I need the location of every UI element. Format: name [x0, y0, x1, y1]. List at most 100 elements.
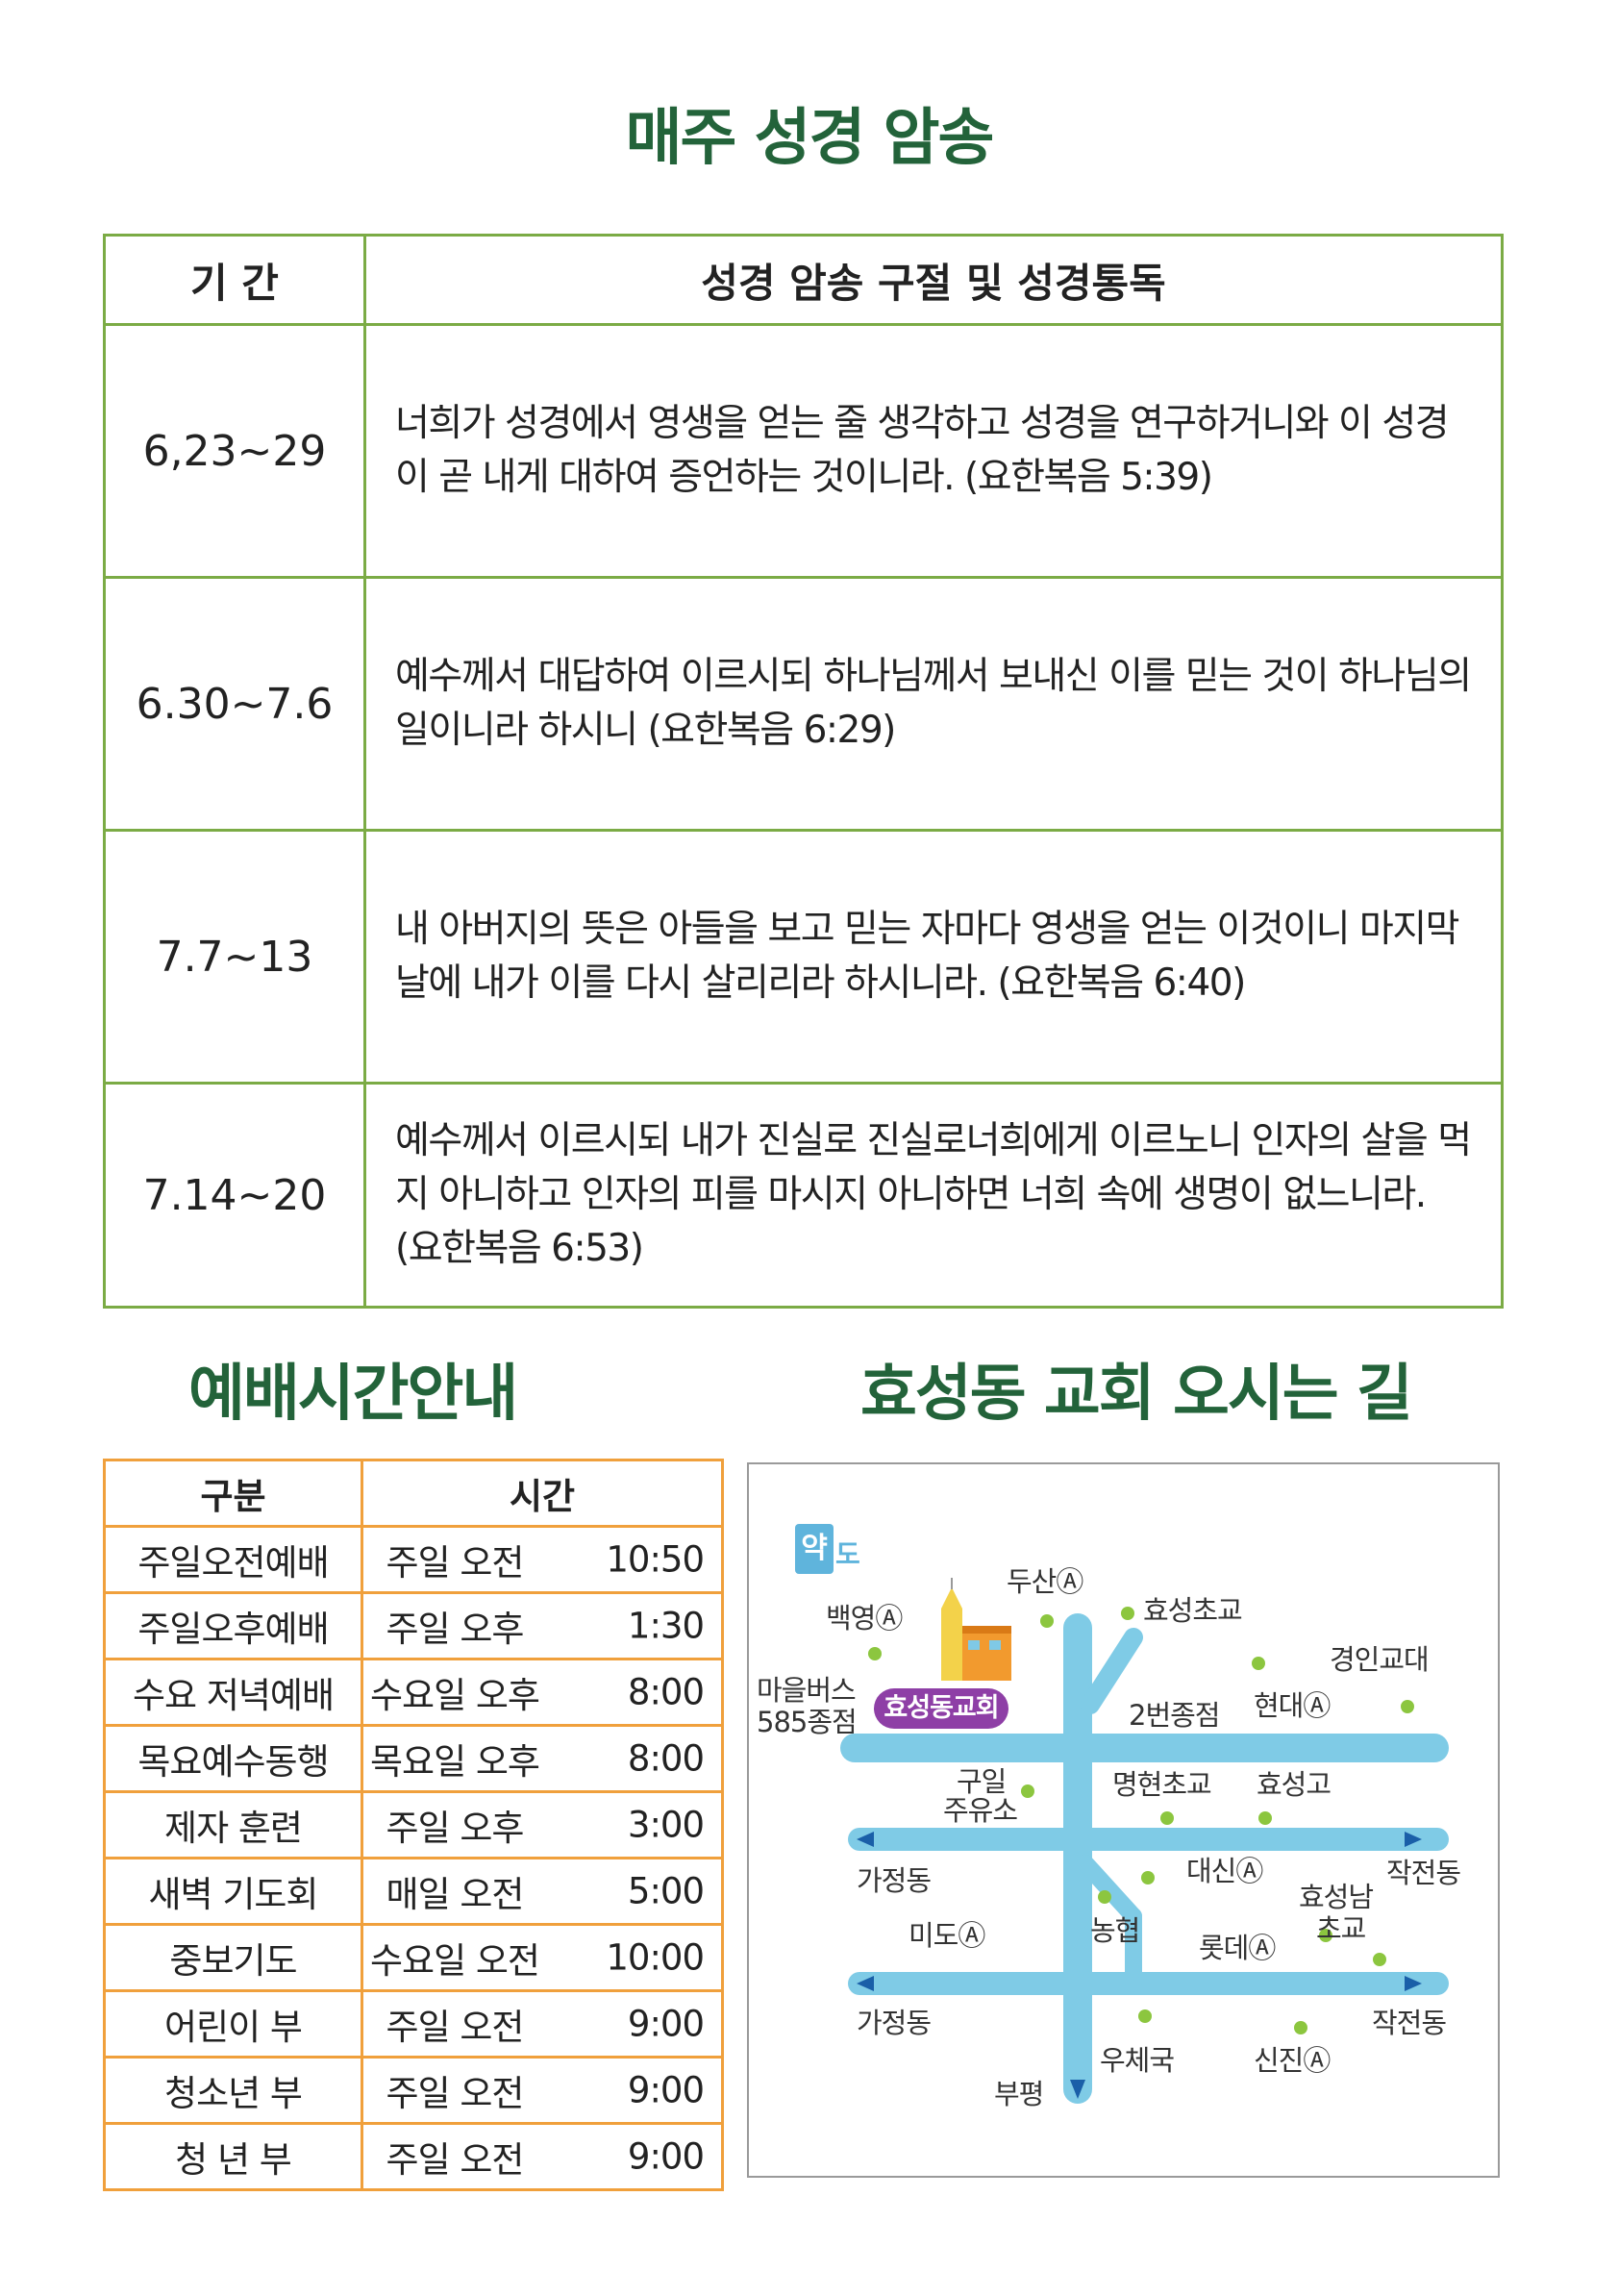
column-header-category: 구분 [103, 1459, 363, 1528]
table-row: 주일오후예배 주일 오후 1:30 [103, 1591, 724, 1660]
service-name: 어린이 부 [103, 1989, 363, 2059]
service-day: 주일 오전 [386, 2139, 525, 2181]
map-label: 대신Ⓐ [1186, 1855, 1263, 1887]
service-time-cell: 주일 오전 10:50 [361, 1525, 724, 1594]
table-row: 새벽 기도회 매일 오전 5:00 [103, 1857, 724, 1926]
service-day: 주일 오전 [386, 2073, 525, 2114]
map-label: 효성고 [1257, 1768, 1332, 1801]
map-label: 가정동 [857, 1864, 932, 1897]
map-label: 우체국 [1100, 2044, 1175, 2077]
arrow-right-icon [1405, 1976, 1422, 1991]
map-label: 마을버스 [757, 1674, 857, 1707]
period-cell: 7.14~20 [103, 1082, 366, 1309]
service-name: 청 년 부 [103, 2122, 363, 2191]
service-time: 9:00 [627, 2003, 705, 2045]
column-header-verse: 성경 암송 구절 및 성경통독 [363, 234, 1504, 326]
worship-title: 예배시간안내 [188, 1359, 518, 1430]
service-time: 9:00 [627, 2135, 705, 2178]
road-diagonal [1081, 1628, 1143, 1714]
service-name: 청소년 부 [103, 2056, 363, 2125]
map-label: 효성초교 [1143, 1594, 1243, 1627]
service-time: 5:00 [627, 1870, 705, 1912]
service-name: 중보기도 [103, 1923, 363, 1992]
map-label: 주유소 [943, 1794, 1018, 1827]
map-label: 백영Ⓐ [826, 1602, 903, 1635]
table-row: 수요 저녁예배 수요일 오후 8:00 [103, 1658, 724, 1727]
service-day: 주일 오전 [386, 2007, 525, 2048]
service-name: 목요예수동행 [103, 1724, 363, 1793]
church-building-icon [941, 1578, 1011, 1681]
service-time-cell: 수요일 오후 8:00 [361, 1658, 724, 1727]
service-day: 목요일 오후 [370, 1741, 540, 1783]
service-time: 10:50 [606, 1538, 705, 1581]
period-cell: 7.7~13 [103, 829, 366, 1085]
service-day: 수요일 오후 [370, 1675, 540, 1716]
map-label: 효성남 [1299, 1881, 1374, 1913]
worship-schedule-table: 구분 시간 주일오전예배 주일 오전 10:50 주일오후예배 주일 오후 1:30 수… [103, 1459, 724, 2191]
road-arrows [857, 1832, 1422, 2099]
arrow-down-icon [1070, 2080, 1085, 2099]
service-time-cell: 주일 오전 9:00 [361, 2056, 724, 2125]
service-day: 주일 오전 [386, 1542, 525, 1584]
verse-cell: 예수께서 이르시되 내가 진실로 진실로너희에게 이르노니 인자의 살을 먹지 … [363, 1082, 1504, 1309]
service-time: 1:30 [627, 1605, 705, 1647]
period-cell: 6,23~29 [103, 323, 366, 579]
map-label: 작전동 [1372, 2007, 1447, 2039]
map-label: 2번종점 [1129, 1699, 1220, 1732]
directions-map: 약 도 효성동교회 백영Ⓐ 두산Ⓐ 효성초교 경인교대 현대Ⓐ 마을버스 585… [747, 1462, 1500, 2178]
service-time: 10:00 [606, 1936, 705, 1979]
arrow-left-icon [857, 1832, 874, 1847]
service-time-cell: 주일 오전 9:00 [361, 2122, 724, 2191]
road-branch [1077, 1855, 1142, 1925]
table-row: 어린이 부 주일 오전 9:00 [103, 1989, 724, 2059]
map-label: 농협 [1090, 1914, 1140, 1947]
service-day: 수요일 오전 [370, 1940, 540, 1982]
map-label: 경인교대 [1330, 1643, 1430, 1676]
map-label: 가정동 [857, 2007, 932, 2039]
map-label: 부평 [994, 2078, 1044, 2110]
service-time-cell: 목요일 오후 8:00 [361, 1724, 724, 1793]
service-day: 매일 오전 [386, 1874, 525, 1915]
memory-title: 매주 성경 암송 [625, 103, 995, 174]
table-row: 목요예수동행 목요일 오후 8:00 [103, 1724, 724, 1793]
service-time-cell: 수요일 오전 10:00 [361, 1923, 724, 1992]
table-row: 6,23~29 너희가 성경에서 영생을 얻는 줄 생각하고 성경을 연구하거니… [103, 323, 1504, 579]
table-row: 6.30~7.6 예수께서 대답하여 이르시되 하나님께서 보내신 이를 믿는 … [103, 576, 1504, 832]
table-row: 7.7~13 내 아버지의 뜻은 아들을 보고 믿는 자마다 영생을 얻는 이것… [103, 829, 1504, 1085]
service-name: 제자 훈련 [103, 1790, 363, 1859]
service-time-cell: 주일 오후 1:30 [361, 1591, 724, 1660]
table-row: 청 년 부 주일 오전 9:00 [103, 2122, 724, 2191]
memory-verse-table: 기 간 성경 암송 구절 및 성경통독 6,23~29 너희가 성경에서 영생을… [103, 234, 1504, 1309]
service-time-cell: 주일 오전 9:00 [361, 1989, 724, 2059]
table-header-row: 기 간 성경 암송 구절 및 성경통독 [103, 234, 1504, 326]
service-time: 9:00 [627, 2069, 705, 2111]
service-day: 주일 오후 [386, 1609, 525, 1650]
table-row: 중보기도 수요일 오전 10:00 [103, 1923, 724, 1992]
service-time: 8:00 [627, 1737, 705, 1780]
service-time: 8:00 [627, 1671, 705, 1713]
verse-cell: 너희가 성경에서 영생을 얻는 줄 생각하고 성경을 연구하거니와 이 성경이 … [363, 323, 1504, 579]
map-label: 명현초교 [1112, 1768, 1212, 1801]
service-name: 수요 저녁예배 [103, 1658, 363, 1727]
service-day: 주일 오후 [386, 1808, 525, 1849]
verse-cell: 예수께서 대답하여 이르시되 하나님께서 보내신 이를 믿는 것이 하나님의 일… [363, 576, 1504, 832]
period-cell: 6.30~7.6 [103, 576, 366, 832]
column-header-time: 시간 [361, 1459, 724, 1528]
map-label: 롯데Ⓐ [1199, 1932, 1276, 1964]
map-label: 구일 [957, 1765, 1007, 1798]
directions-title: 효성동 교회 오시는 길 [860, 1359, 1413, 1430]
church-badge: 효성동교회 [874, 1688, 1008, 1729]
map-label: 두산Ⓐ [1007, 1565, 1083, 1598]
verse-cell: 내 아버지의 뜻은 아들을 보고 믿는 자마다 영생을 얻는 이것이니 마지막 … [363, 829, 1504, 1085]
map-dots [868, 1607, 1414, 2034]
service-name: 새벽 기도회 [103, 1857, 363, 1926]
map-label: 현대Ⓐ [1254, 1689, 1331, 1722]
service-name: 주일오전예배 [103, 1525, 363, 1594]
table-row: 청소년 부 주일 오전 9:00 [103, 2056, 724, 2125]
service-time-cell: 매일 오전 5:00 [361, 1857, 724, 1926]
map-logo: 약 [795, 1524, 834, 1574]
map-roads [840, 1578, 1449, 2104]
map-logo-sub: 도 [835, 1538, 860, 1570]
table-row: 제자 훈련 주일 오후 3:00 [103, 1790, 724, 1859]
service-time: 3:00 [627, 1804, 705, 1846]
